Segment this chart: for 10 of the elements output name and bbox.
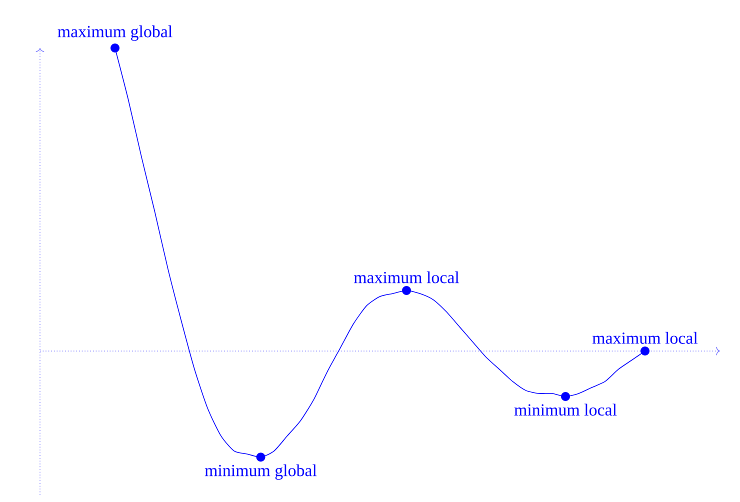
point (110, 43, 120, 52)
point (256, 452, 266, 462)
annotation: maximum local (354, 271, 460, 284)
point (402, 286, 412, 295)
point (561, 392, 570, 402)
point (640, 346, 650, 356)
annotation: maximum local (592, 332, 698, 344)
annotation: maximum global (58, 25, 172, 41)
annotation: minimum local (514, 404, 617, 416)
annotation: minimum global (204, 464, 317, 480)
